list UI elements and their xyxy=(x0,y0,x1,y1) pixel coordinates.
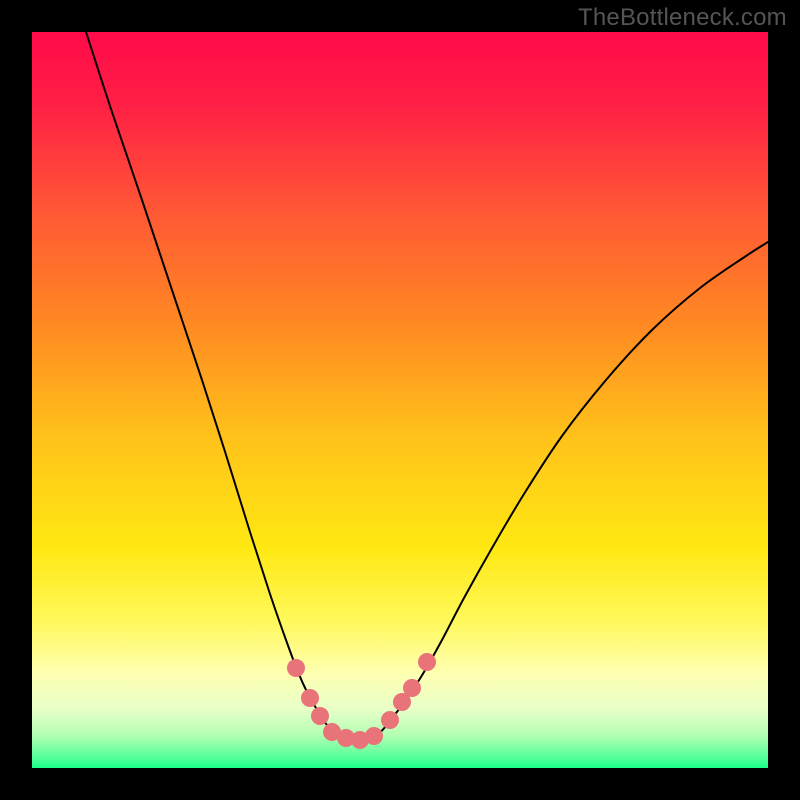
dot xyxy=(418,653,436,671)
curves-layer xyxy=(32,32,768,768)
dot xyxy=(381,711,399,729)
dot xyxy=(287,659,305,677)
watermark-text: TheBottleneck.com xyxy=(578,4,787,32)
dot xyxy=(403,679,421,697)
dot xyxy=(311,707,329,725)
plot-area xyxy=(32,32,768,768)
v-curve xyxy=(86,32,768,740)
dot xyxy=(365,727,383,745)
dot xyxy=(301,689,319,707)
valley-dots xyxy=(287,653,436,749)
